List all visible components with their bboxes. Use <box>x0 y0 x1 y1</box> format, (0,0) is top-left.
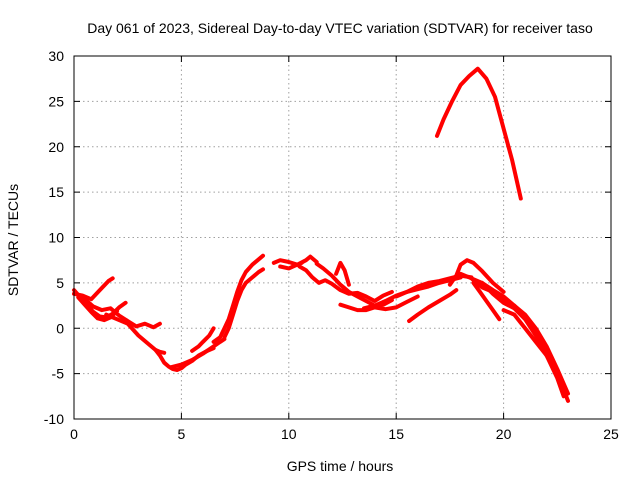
series-line-pass-24 <box>480 280 566 399</box>
series-line-pass-26 <box>501 308 560 376</box>
chart-title: Day 061 of 2023, Sidereal Day-to-day VTE… <box>87 20 593 36</box>
x-tick-labels: 0 5 10 15 20 25 <box>70 426 619 442</box>
series-line-pass-10 <box>222 267 265 340</box>
series-line-pass-8 <box>190 326 216 353</box>
series-line-pass-7 <box>168 337 227 370</box>
x-tick-label: 0 <box>70 426 78 442</box>
x-tick-label: 5 <box>178 426 186 442</box>
y-tick-label: 10 <box>48 230 64 246</box>
y-tick-label: 20 <box>48 139 64 155</box>
y-tick-label: 5 <box>56 275 64 291</box>
series-line-pass-22 <box>458 271 570 396</box>
series-line-pass-23 <box>469 276 570 403</box>
series-line-pass-9 <box>211 253 265 344</box>
series-line-pass-17 <box>362 275 463 311</box>
series-line-pass-18 <box>394 273 474 299</box>
series-line-pass-12 <box>278 260 304 271</box>
y-tick-label: 15 <box>48 184 64 200</box>
series-layer <box>72 66 570 403</box>
series-line-pass-19 <box>407 288 459 323</box>
y-axis-label: SDTVAR / TECUs <box>5 184 21 296</box>
series-line-pass-4 <box>82 297 162 330</box>
series-line-pass-13 <box>297 264 394 303</box>
y-tick-label: 25 <box>48 93 64 109</box>
x-tick-label: 25 <box>603 426 619 442</box>
series-line-pass-21 <box>435 66 523 201</box>
y-tick-label: -10 <box>44 411 64 427</box>
series-line-pass-25 <box>471 280 502 322</box>
y-tick-label: 30 <box>48 48 64 64</box>
series-line-pass-5 <box>104 312 167 355</box>
series-line-pass-15 <box>334 260 351 287</box>
y-tick-label: 0 <box>56 320 64 336</box>
plot-frame <box>73 55 612 420</box>
y-tick-labels: -10 -5 0 5 10 15 20 25 30 <box>44 48 64 427</box>
x-axis-label: GPS time / hours <box>287 458 394 474</box>
x-tick-label: 20 <box>496 426 512 442</box>
x-tick-label: 15 <box>388 426 404 442</box>
grid <box>74 56 611 419</box>
axis-ticks <box>73 55 612 420</box>
y-tick-label: -5 <box>52 366 65 382</box>
x-tick-label: 10 <box>281 426 297 442</box>
series-line-pass-20 <box>447 258 506 294</box>
